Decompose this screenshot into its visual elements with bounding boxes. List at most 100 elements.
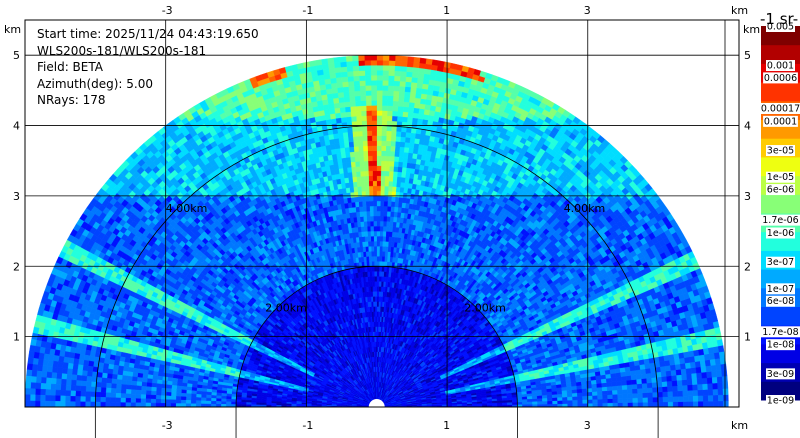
field-cell [718, 400, 724, 407]
field-cell [587, 395, 593, 400]
field-cell [632, 402, 639, 407]
field-cell [577, 395, 583, 401]
field-cell [678, 401, 684, 407]
field-cell [607, 390, 613, 396]
field-cell [677, 390, 684, 397]
field-cell [687, 389, 694, 397]
field-cell [685, 367, 692, 375]
field-cell [674, 363, 682, 371]
field-cell [527, 398, 533, 402]
field-cell [723, 400, 729, 407]
field-cell [562, 403, 568, 407]
field-cell [640, 373, 647, 380]
field-cell [700, 365, 707, 373]
field-cell [672, 385, 679, 392]
field-cell [532, 401, 538, 405]
field-cell [702, 389, 709, 396]
field-cell [689, 361, 697, 369]
field-cell [718, 351, 726, 359]
field-cell [622, 389, 628, 395]
field-cell [646, 377, 653, 384]
field-cell [684, 356, 691, 364]
field-cell [696, 377, 703, 385]
field-cell [698, 400, 704, 407]
field-cell [698, 354, 706, 362]
field-cell [706, 377, 713, 384]
field-cell [606, 385, 613, 391]
field-cell [611, 381, 618, 387]
field-cell [630, 374, 637, 381]
field-cell [717, 388, 724, 396]
field-cell [571, 389, 578, 394]
field-cell [626, 379, 633, 386]
field-cell [697, 383, 704, 391]
field-cell [702, 395, 709, 402]
field-cell [617, 393, 624, 399]
field-cell [622, 393, 629, 399]
field-cell [683, 401, 689, 407]
field-cell [669, 364, 677, 371]
field-cell [681, 379, 688, 386]
field-cell [636, 378, 643, 385]
field-cell [671, 374, 678, 382]
field-cell [635, 369, 642, 376]
field-cell [682, 395, 689, 402]
field-cell [591, 387, 598, 393]
field-cell [581, 391, 588, 397]
field-cell [602, 394, 608, 400]
field-cell [596, 386, 603, 392]
field-cell [707, 388, 714, 396]
field-cell [572, 396, 578, 401]
field-cell [701, 377, 708, 385]
field-cell [661, 375, 668, 383]
field-cell [716, 338, 724, 347]
field-cell [522, 401, 528, 405]
field-cell [667, 385, 674, 392]
field-cell [552, 400, 558, 405]
field-cell [597, 390, 603, 396]
field-cell [689, 355, 696, 363]
field-cell [716, 370, 723, 378]
field-cell [635, 373, 642, 380]
field-cell [676, 374, 683, 381]
field-cell [666, 380, 673, 387]
field-cell [696, 372, 703, 379]
field-cell [670, 369, 677, 376]
field-cell [511, 399, 518, 403]
field-cell [537, 400, 543, 405]
field-cell [581, 388, 588, 393]
field-cell [656, 381, 663, 388]
field-cell [632, 397, 639, 403]
field-cell [657, 391, 664, 398]
field-cell [667, 396, 674, 403]
field-cell [587, 399, 593, 404]
field-cell [637, 397, 644, 403]
field-cell [646, 382, 653, 389]
field-cell [567, 403, 573, 407]
field-cell [711, 370, 718, 378]
field-cell [692, 401, 699, 407]
field-cell [651, 381, 658, 388]
field-cell [625, 375, 632, 381]
field-cell [567, 399, 573, 404]
field-cell [616, 380, 623, 386]
field-cell [582, 403, 589, 407]
field-cell [537, 397, 543, 402]
field-cell [637, 392, 644, 399]
field-cell [602, 390, 608, 396]
field-cell [714, 357, 722, 366]
field-cell [631, 383, 638, 390]
field-cell [679, 362, 687, 370]
field-cell [691, 378, 698, 385]
field-cell [672, 396, 679, 403]
field-cell [596, 382, 603, 388]
field-cell [591, 391, 598, 396]
field-cell [675, 368, 682, 376]
field-cell [672, 390, 679, 397]
field-cell [617, 402, 624, 407]
field-cell [651, 377, 658, 383]
field-cell [697, 389, 704, 396]
field-cell [695, 366, 702, 374]
field-cell [572, 403, 578, 407]
